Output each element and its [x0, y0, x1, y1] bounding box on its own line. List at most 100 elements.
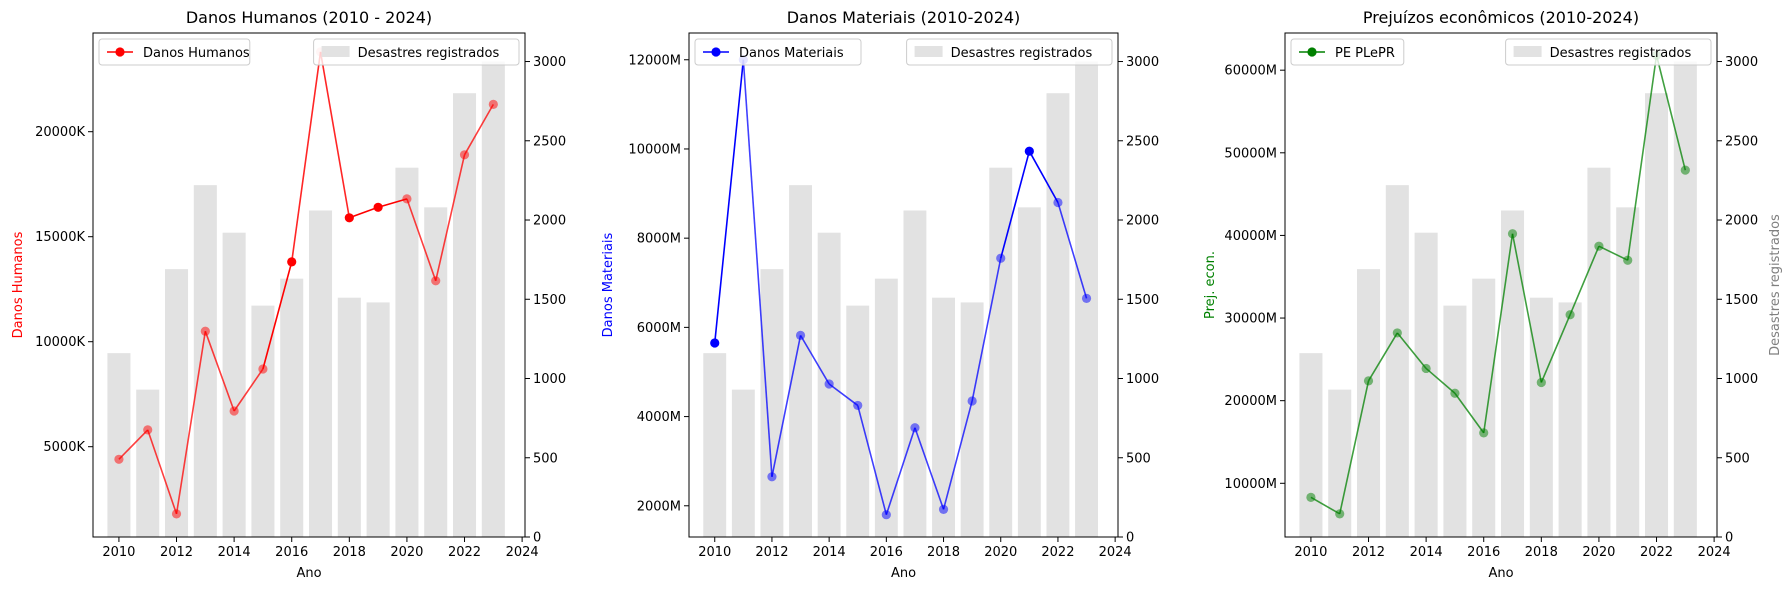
data-point: [200, 326, 210, 336]
x-tick-label: 2022: [1041, 545, 1074, 560]
legend-bar-swatch: [321, 46, 350, 57]
y-right-tick-label: 2500: [533, 134, 566, 149]
chart-title: Danos Humanos (2010 - 2024): [186, 8, 432, 27]
line-segment: [1511, 233, 1543, 383]
bar: [789, 185, 812, 537]
data-point: [258, 364, 268, 374]
line-segment: [1310, 496, 1341, 515]
x-tick-label: 2022: [448, 545, 481, 560]
chart-panel-2: 2010 2012 2014 2016 2018 2020 2022 2024 2000M 400…: [601, 8, 1159, 581]
legend-box: [1290, 38, 1405, 66]
data-point: [1623, 255, 1633, 265]
legend-line-label: Danos Materiais: [739, 46, 844, 61]
y-right-tick-label: 1000: [1126, 372, 1159, 387]
data-point: [910, 423, 920, 433]
y-axis-label: Danos Materiais: [601, 232, 616, 337]
y-left-tick-label: 40000M: [1224, 229, 1277, 244]
y-left-tick-label: 10000M: [1224, 477, 1277, 492]
legend-bar-swatch: [1513, 46, 1542, 57]
legend-marker: [115, 47, 125, 57]
x-tick-label: 2022: [1640, 545, 1673, 560]
x-tick-label: 2010: [102, 545, 135, 560]
x-tick-label: 2018: [1525, 545, 1558, 560]
data-point: [767, 472, 777, 482]
bar: [1328, 389, 1352, 537]
x-tick-label: 2012: [755, 545, 788, 560]
line-segment: [233, 368, 264, 412]
data-point: [143, 425, 153, 435]
line-segment: [434, 154, 466, 281]
x-tick-label: 2014: [813, 545, 846, 560]
bar: [703, 353, 727, 537]
bar: [337, 297, 361, 537]
legend-bar-label: Desastres registrados: [358, 46, 500, 61]
x-tick-label: 2016: [870, 545, 903, 560]
x-axis-label: Ano: [1488, 566, 1513, 581]
line-segment: [828, 383, 859, 407]
y-right-tick-label: 2000: [1725, 214, 1758, 229]
data-point: [710, 338, 720, 348]
data-point: [1479, 428, 1489, 438]
y-left-tick-label: 12000M: [628, 53, 681, 68]
data-point: [114, 454, 124, 464]
legend-box: [98, 38, 251, 66]
data-point: [1081, 293, 1092, 303]
bar: [1472, 278, 1496, 537]
x-tick-label: 2010: [1294, 545, 1327, 560]
legend-box: [694, 38, 862, 66]
x-tick-label: 2014: [1410, 545, 1443, 560]
data-point: [1363, 376, 1374, 386]
line-segment: [406, 198, 437, 282]
x-tick-label: 2024: [506, 545, 539, 560]
line-segment: [1338, 380, 1370, 515]
line-segment: [1598, 245, 1629, 261]
bar: [846, 305, 870, 537]
y-left-tick-label: 8000M: [637, 232, 681, 247]
legend-line: PE PLePR: [1290, 38, 1405, 66]
bar: [1385, 185, 1409, 537]
line-segment: [377, 198, 408, 209]
y-right-tick-label: 0: [533, 531, 541, 546]
y-right-tick-label: 500: [533, 451, 558, 466]
bar: [395, 167, 419, 537]
line-segment: [856, 405, 888, 515]
line-segment: [1482, 233, 1514, 434]
x-tick-label: 2024: [1698, 545, 1731, 560]
y-left-tick-label: 30000M: [1224, 312, 1277, 327]
bar: [1558, 302, 1582, 537]
data-point: [373, 202, 383, 212]
bar: [1645, 93, 1669, 538]
x-axis-label: Ano: [891, 566, 916, 581]
y-left-tick-label: 60000M: [1224, 64, 1277, 79]
x-tick-label: 2018: [927, 545, 960, 560]
bar: [251, 305, 275, 537]
legend-bars: Desastres registrados: [906, 38, 1113, 66]
y-left-tick-label: 2000M: [637, 499, 681, 514]
line-segment: [1569, 245, 1600, 316]
line-segment: [463, 104, 495, 156]
line-segment: [146, 429, 178, 515]
line-segment: [942, 400, 973, 510]
bar: [481, 61, 505, 538]
y-left-tick-label: 15000K: [35, 230, 85, 245]
y-left-tick-label: 20000M: [1224, 394, 1277, 409]
data-point: [853, 400, 863, 411]
data-point: [229, 406, 239, 416]
bar: [107, 353, 131, 537]
chart-panel-1: 2010 2012 2014 2016 2018 2020 2022 2024 5000K 100…: [11, 8, 566, 581]
bar: [1414, 232, 1438, 537]
y-left-tick-label: 20000K: [35, 125, 85, 140]
y-right-tick-label: 0: [1725, 531, 1733, 546]
line-segment: [1626, 55, 1658, 261]
line-segment: [118, 429, 149, 460]
y-left-tick-label: 50000M: [1224, 146, 1277, 161]
x-tick-label: 2016: [275, 545, 308, 560]
chart-title: Prejuízos econômicos (2010-2024): [1363, 8, 1639, 27]
bar: [903, 210, 927, 537]
y-axis-label: Prej. econ.: [1203, 251, 1218, 319]
x-tick-label: 2016: [1467, 545, 1500, 560]
x-axis-label: Ano: [296, 566, 321, 581]
data-point: [1421, 363, 1431, 374]
legend-line-label: PE PLePR: [1335, 46, 1395, 61]
